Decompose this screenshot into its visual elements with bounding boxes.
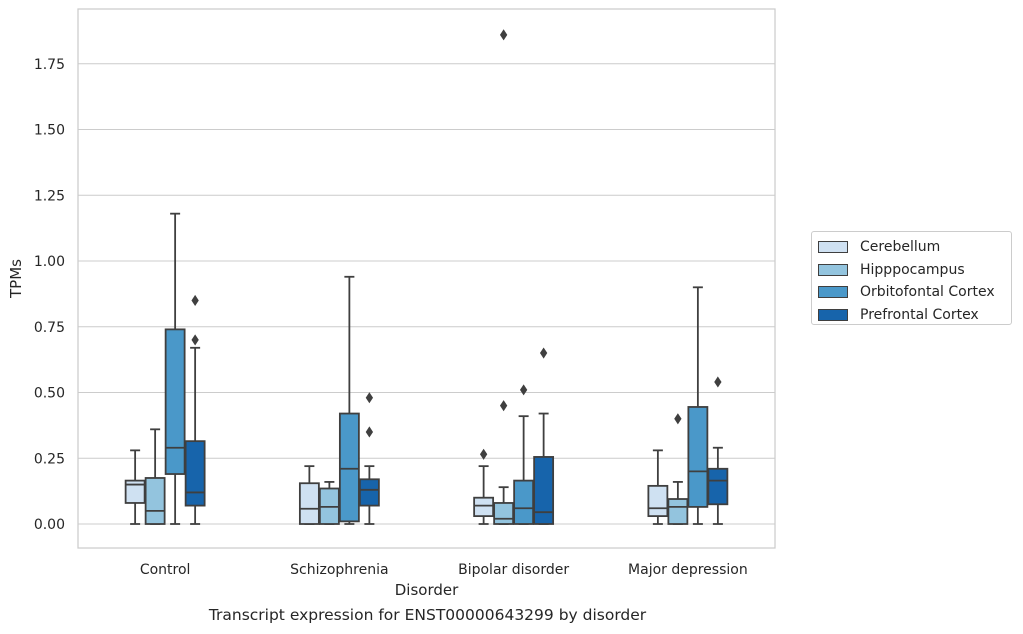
legend-swatch-prefrontal [818,308,848,321]
box [687,406,709,508]
box-group [513,384,535,525]
plot-frame [77,8,776,549]
box-group [473,448,495,525]
box [184,440,206,507]
x-axis-label: Disorder [395,581,459,599]
legend-label: Hipppocampus [860,261,965,278]
outlier-point [519,384,528,396]
x-tick-labels: Control Schizophrenia Bipolar disorder Majo… [140,562,748,578]
outlier-point [714,376,722,388]
outlier-point [365,392,374,404]
box-group [707,376,729,525]
x-tick-label: Major depression [628,562,748,578]
legend-item-hippocampus: Hipppocampus [818,259,1011,282]
legend-item-prefrontal: Prefrontal Cortex [818,304,1011,327]
box [667,498,689,525]
legend-swatch-orbitofrontal [818,286,848,299]
legend-label: Cerebellum [860,239,941,256]
box [358,478,380,507]
box-group [124,449,146,525]
y-tick-label: 0.25 [34,451,65,467]
box-layer [124,29,729,525]
outlier-point [539,347,548,359]
box-group [338,275,360,525]
box-group [358,392,380,525]
legend-label: Prefrontal Cortex [860,306,979,323]
box [473,496,495,518]
outlier-point [479,448,488,460]
y-tick-label: 1.50 [34,123,65,139]
outlier-point [499,400,508,412]
y-tick-label: 1.25 [34,188,65,204]
box-group [533,347,555,525]
figure-caption: Transcript expression for ENST0000064329… [208,606,647,624]
box [533,456,555,525]
box-group [667,413,689,525]
box-group [493,29,515,525]
outlier-point [674,413,682,425]
outlier-point [191,294,199,306]
box [338,412,360,523]
box-group [144,428,166,525]
box [647,484,669,518]
legend: Cerebellum Hipppocampus Orbitofontal Cor… [811,231,1012,325]
box [707,467,729,506]
legend-item-cerebellum: Cerebellum [818,236,1011,259]
box-group [318,481,340,525]
outlier-point [499,29,508,41]
y-tick-labels: 0.00 0.25 0.50 0.75 1.00 1.25 1.50 1.75 [34,57,65,533]
box [164,328,186,475]
outlier-point [365,426,374,438]
box [513,479,535,525]
y-tick-label: 1.00 [34,254,65,270]
y-axis-label: TPMs [7,259,25,299]
box-group [184,294,206,525]
x-tick-label: Control [140,562,191,578]
x-tick-label: Schizophrenia [290,562,388,578]
y-tick-label: 0.00 [34,517,65,533]
legend-swatch-hippocampus [818,263,848,276]
box-group [647,449,669,525]
outlier-point [191,334,199,346]
legend-label: Orbitofontal Cortex [860,284,995,301]
box [298,482,320,525]
box [493,502,515,525]
box-group [687,286,709,525]
box-group [298,465,320,525]
legend-item-orbitofrontal: Orbitofontal Cortex [818,281,1011,304]
box-group [164,212,186,525]
y-tick-label: 0.75 [34,320,65,336]
y-tick-label: 0.50 [34,386,65,402]
y-tick-label: 1.75 [34,57,65,73]
legend-swatch-cerebellum [818,241,848,254]
x-tick-label: Bipolar disorder [458,562,569,578]
box [144,477,166,525]
box [124,479,146,504]
